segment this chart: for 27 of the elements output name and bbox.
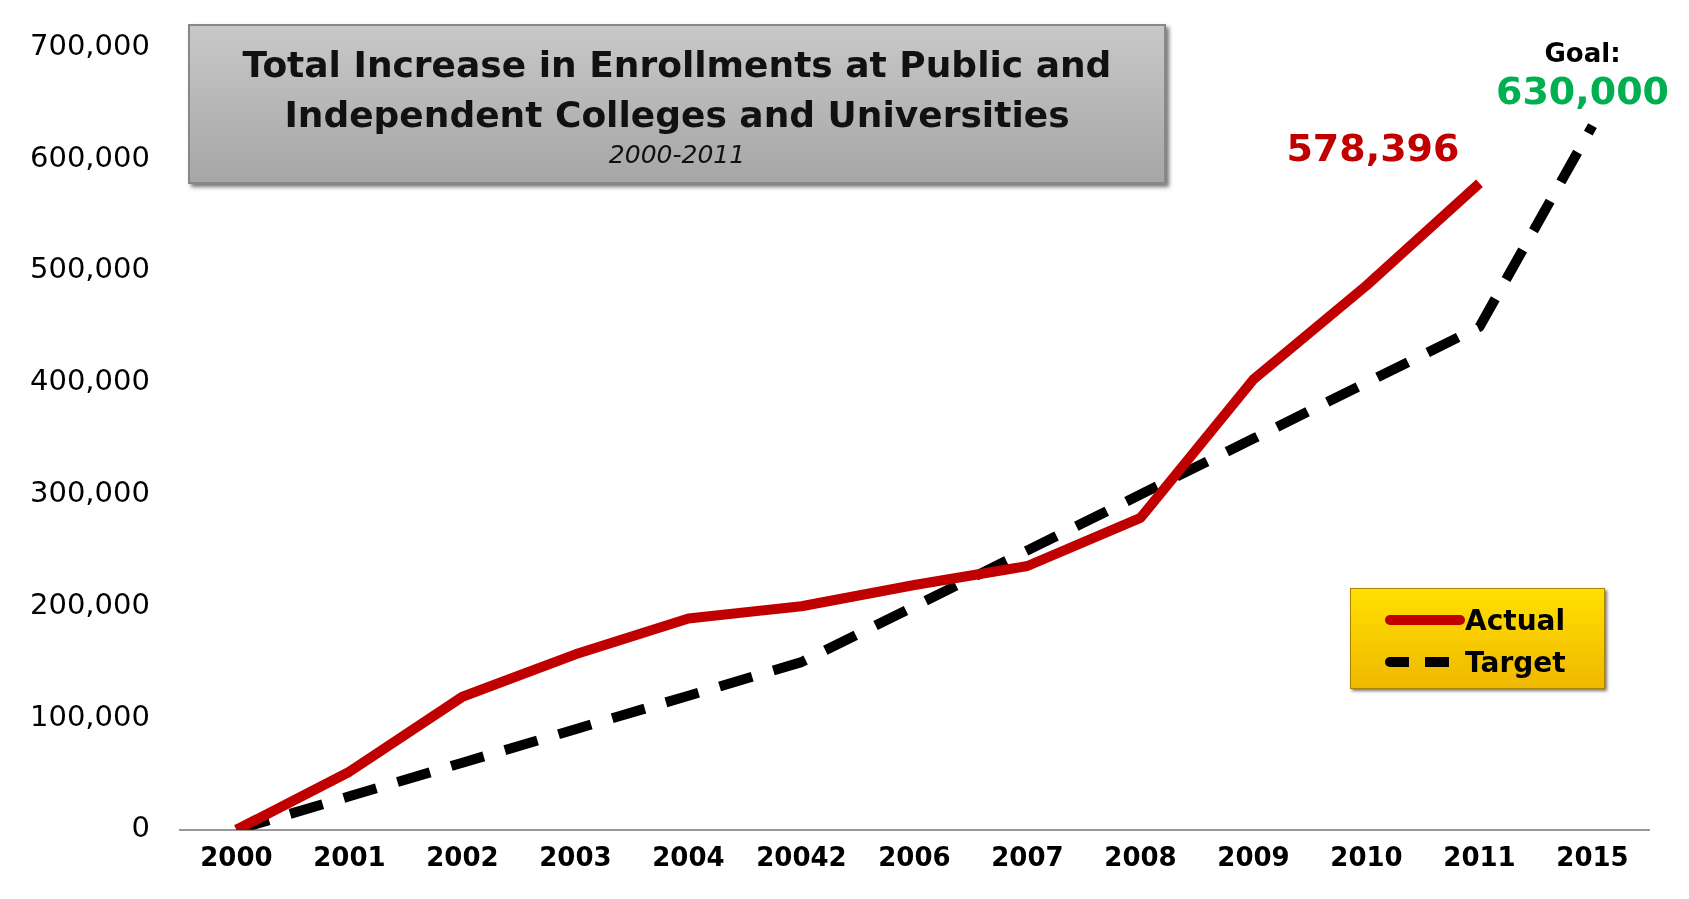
x-tick-label: 20042: [756, 842, 847, 873]
x-tick-label: 2002: [426, 842, 499, 873]
y-tick-label: 700,000: [29, 27, 150, 62]
text: 2000-2011: [607, 140, 747, 169]
x-tick-label: 2001: [313, 842, 386, 873]
x-tick-label: 2010: [1330, 842, 1403, 873]
x-tick-label: 2015: [1556, 842, 1629, 873]
x-tick-label: 2003: [539, 842, 612, 873]
x-tick-label: 2011: [1443, 842, 1516, 873]
y-tick-label: 400,000: [29, 363, 150, 398]
y-tick-label: 200,000: [29, 586, 150, 621]
x-tick-label: 2004: [652, 842, 725, 873]
x-tick-label: 2008: [1104, 842, 1177, 873]
legend-label: Actual: [1465, 603, 1566, 637]
y-tick-label: 600,000: [29, 139, 150, 174]
text: Total Increase in Enrollments at Public and Independent Colleges and Universities: [241, 43, 1113, 137]
legend-label: Target: [1465, 645, 1566, 679]
y-tick-label: 100,000: [29, 698, 150, 733]
y-tick-label: 0: [131, 810, 150, 845]
x-tick-label: 2006: [878, 842, 951, 873]
x-tick-label: 2009: [1217, 842, 1290, 873]
y-tick-label: 500,000: [29, 251, 150, 286]
x-tick-label: 2007: [991, 842, 1064, 873]
annotation: 578,396: [1286, 126, 1460, 171]
y-tick-label: 300,000: [29, 475, 150, 510]
x-tick-label: 2000: [200, 842, 273, 873]
annotation: Goal: 630,000: [1495, 37, 1670, 113]
